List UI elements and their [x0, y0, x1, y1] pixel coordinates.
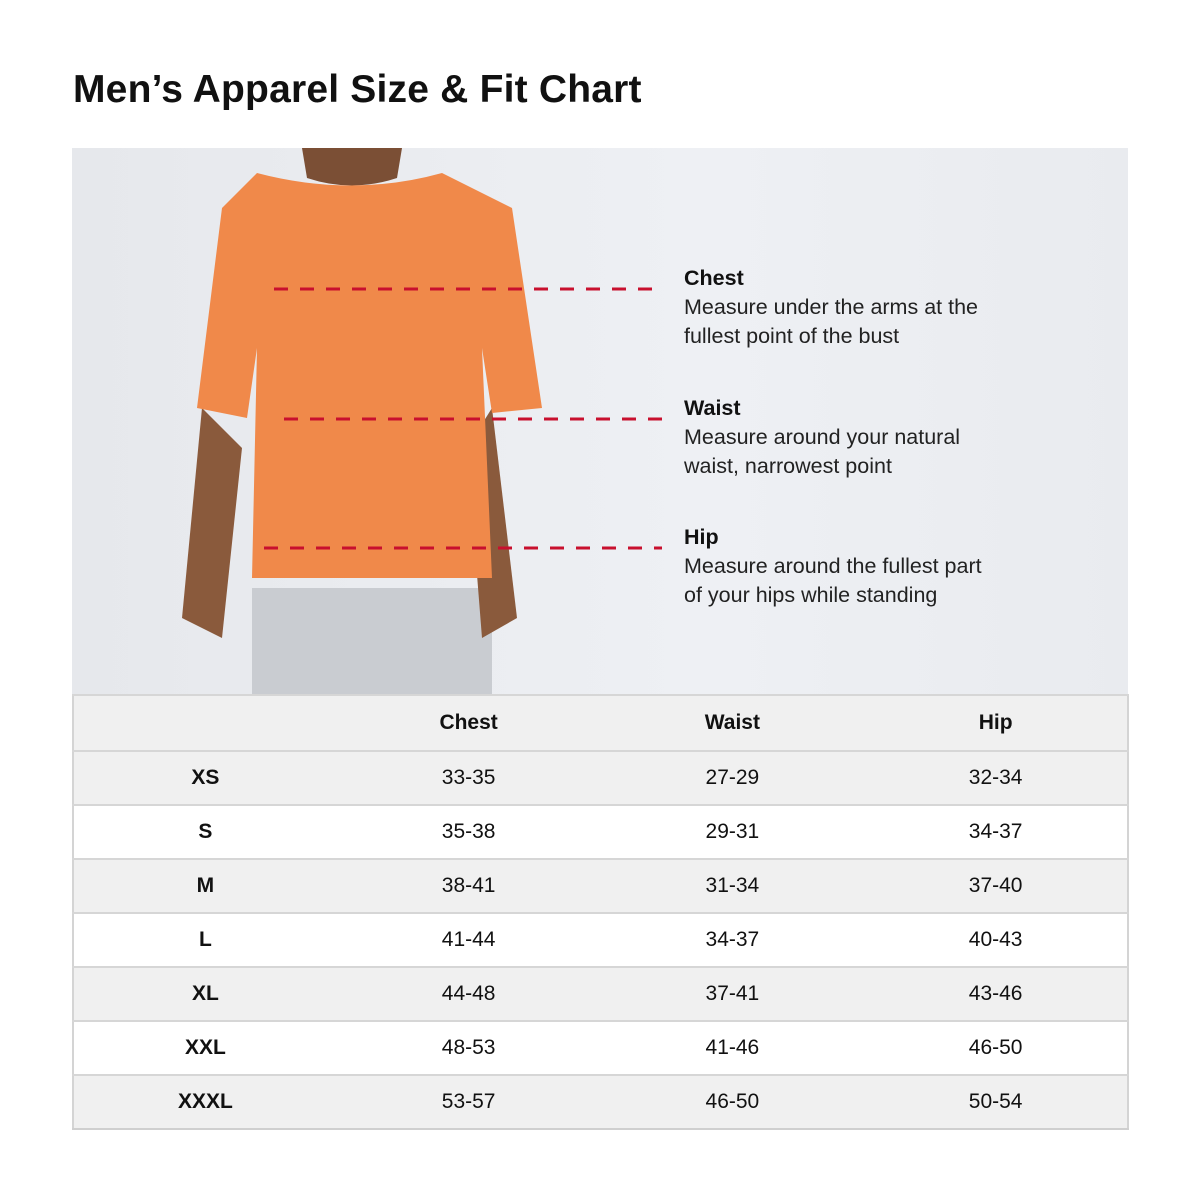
callout-hip: Hip Measure around the fullest part of y… [684, 523, 982, 610]
table-row: L 41-44 34-37 40-43 [73, 912, 1128, 967]
page-title: Men’s Apparel Size & Fit Chart [73, 68, 642, 111]
cell-chest: 33-35 [336, 750, 601, 805]
model-photo: Chest Measure under the arms at the full… [72, 148, 1128, 694]
callout-text: Measure around the fullest part [684, 554, 982, 578]
callout-heading: Hip [684, 525, 719, 549]
cell-size: L [73, 912, 337, 967]
cell-size: M [73, 858, 337, 913]
cell-size: XXXL [73, 1074, 337, 1129]
callout-text: Measure around your natural [684, 425, 961, 449]
left-arm [182, 408, 242, 638]
cell-chest: 48-53 [336, 1020, 601, 1075]
model-illustration [182, 148, 662, 694]
cell-chest: 41-44 [336, 912, 601, 967]
header-waist: Waist [600, 694, 865, 751]
header-size [73, 694, 337, 751]
cell-hip: 43-46 [864, 966, 1128, 1021]
cell-waist: 29-31 [600, 804, 865, 859]
cell-chest: 44-48 [336, 966, 601, 1021]
shorts [252, 588, 492, 694]
callout-waist: Waist Measure around your natural waist,… [684, 394, 960, 481]
callout-text: of your hips while standing [684, 583, 938, 607]
table-row: S 35-38 29-31 34-37 [73, 804, 1128, 859]
callout-heading: Waist [684, 396, 741, 420]
shirt [197, 173, 542, 578]
callout-chest: Chest Measure under the arms at the full… [684, 264, 978, 351]
cell-waist: 27-29 [600, 750, 865, 805]
cell-waist: 41-46 [600, 1020, 865, 1075]
cell-chest: 38-41 [336, 858, 601, 913]
header-chest: Chest [336, 694, 601, 751]
measure-lines [264, 287, 662, 550]
cell-hip: 37-40 [864, 858, 1128, 913]
cell-hip: 50-54 [864, 1074, 1128, 1129]
header-hip: Hip [864, 694, 1128, 751]
cell-size: XL [73, 966, 337, 1021]
callout-text: waist, narrowest point [684, 454, 892, 478]
cell-waist: 34-37 [600, 912, 865, 967]
table-header-row: Chest Waist Hip [73, 694, 1128, 751]
cell-hip: 32-34 [864, 750, 1128, 805]
table-row: XL 44-48 37-41 43-46 [73, 966, 1128, 1021]
cell-chest: 53-57 [336, 1074, 601, 1129]
table-row: M 38-41 31-34 37-40 [73, 858, 1128, 913]
cell-hip: 46-50 [864, 1020, 1128, 1075]
neck [302, 148, 402, 186]
size-table: Chest Waist Hip XS 33-35 27-29 32-34 S 35-38 2… [72, 694, 1129, 1130]
cell-chest: 35-38 [336, 804, 601, 859]
table-row: XXXL 53-57 46-50 50-54 [73, 1074, 1128, 1129]
cell-hip: 34-37 [864, 804, 1128, 859]
cell-waist: 37-41 [600, 966, 865, 1021]
callout-text: fullest point of the bust [684, 324, 900, 348]
cell-waist: 46-50 [600, 1074, 865, 1129]
cell-size: S [73, 804, 337, 859]
cell-hip: 40-43 [864, 912, 1128, 967]
cell-waist: 31-34 [600, 858, 865, 913]
callout-heading: Chest [684, 266, 744, 290]
cell-size: XXL [73, 1020, 337, 1075]
callout-text: Measure under the arms at the [684, 295, 978, 319]
table-row: XXL 48-53 41-46 46-50 [73, 1020, 1128, 1075]
cell-size: XS [73, 750, 337, 805]
table-row: XS 33-35 27-29 32-34 [73, 750, 1128, 805]
